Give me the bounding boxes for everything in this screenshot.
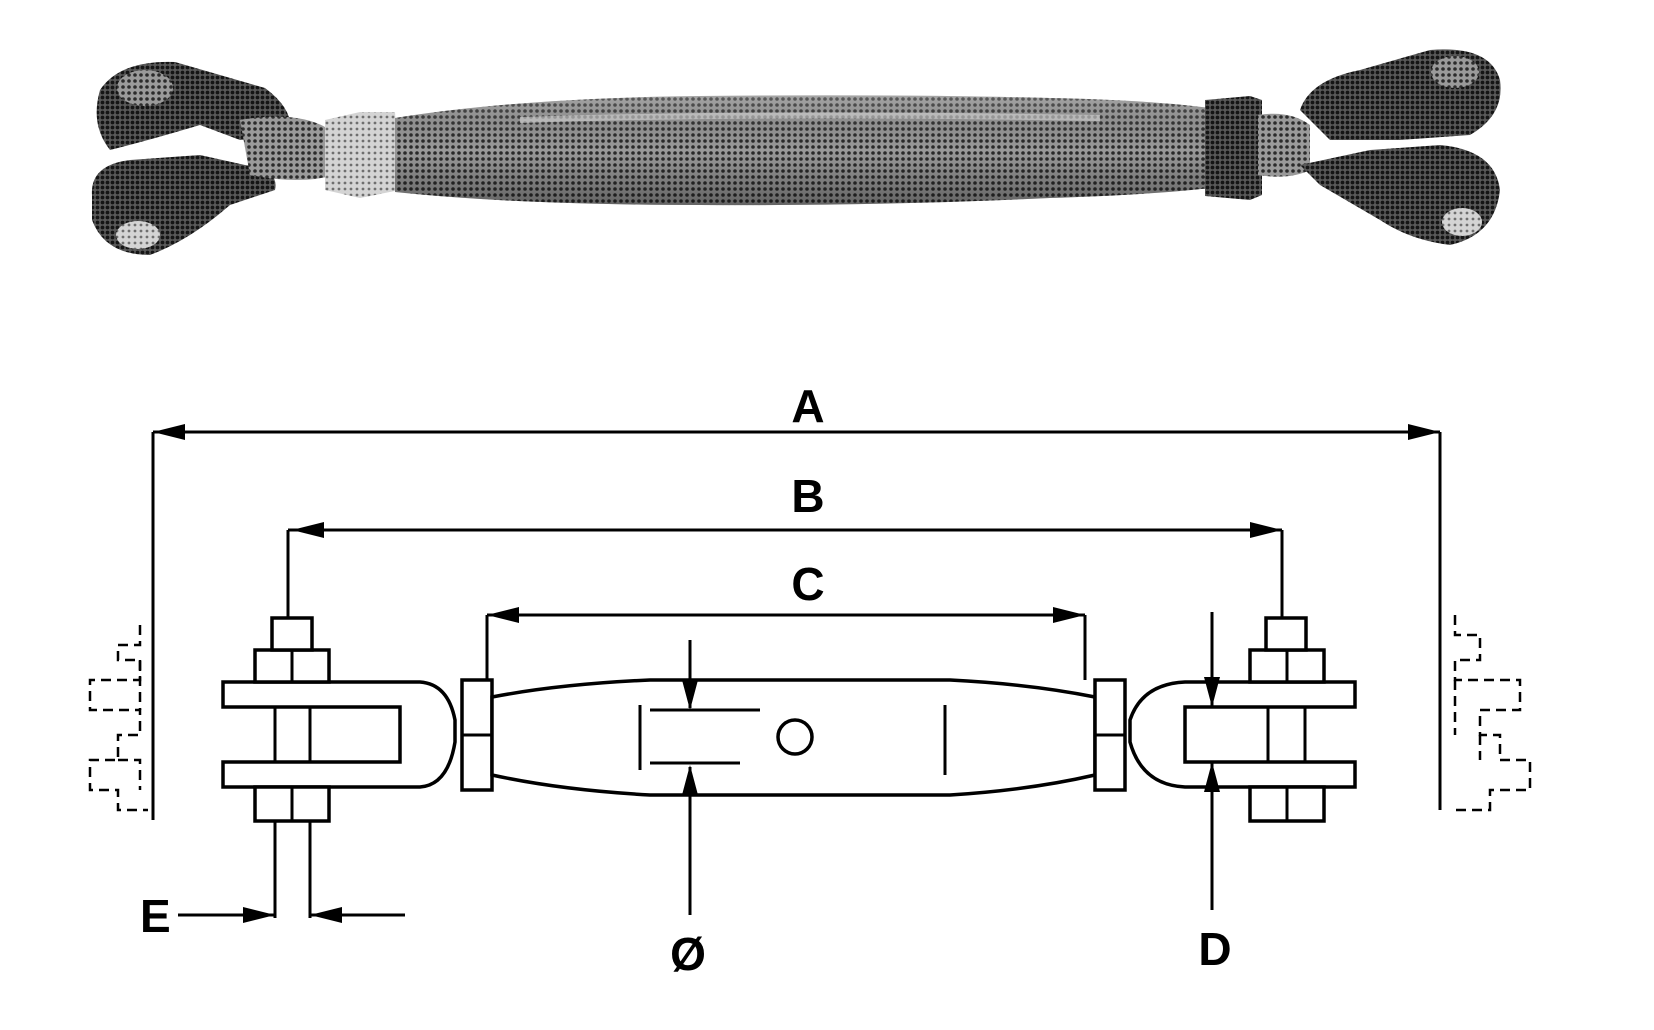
dimension-c: C bbox=[485, 558, 1087, 680]
left-jaw bbox=[221, 616, 457, 918]
dimension-diameter: Ø bbox=[670, 640, 706, 980]
label-c: C bbox=[791, 558, 824, 610]
dimension-a: A bbox=[151, 380, 1442, 820]
turnbuckle-photo bbox=[91, 49, 1501, 255]
label-e: E bbox=[140, 890, 171, 942]
label-b: B bbox=[791, 470, 824, 522]
right-mount-outline bbox=[1453, 615, 1532, 812]
dimension-b: B bbox=[286, 470, 1284, 620]
turnbuckle-drawing: A B C bbox=[88, 380, 1532, 980]
right-jaw bbox=[1128, 616, 1357, 823]
turnbuckle-body bbox=[490, 678, 1097, 797]
dimension-e: E bbox=[140, 890, 405, 942]
left-mount-outline bbox=[88, 625, 148, 812]
label-d: D bbox=[1198, 923, 1231, 975]
dimension-d: D bbox=[1198, 612, 1232, 975]
label-a: A bbox=[791, 380, 824, 432]
label-diameter: Ø bbox=[670, 928, 706, 980]
